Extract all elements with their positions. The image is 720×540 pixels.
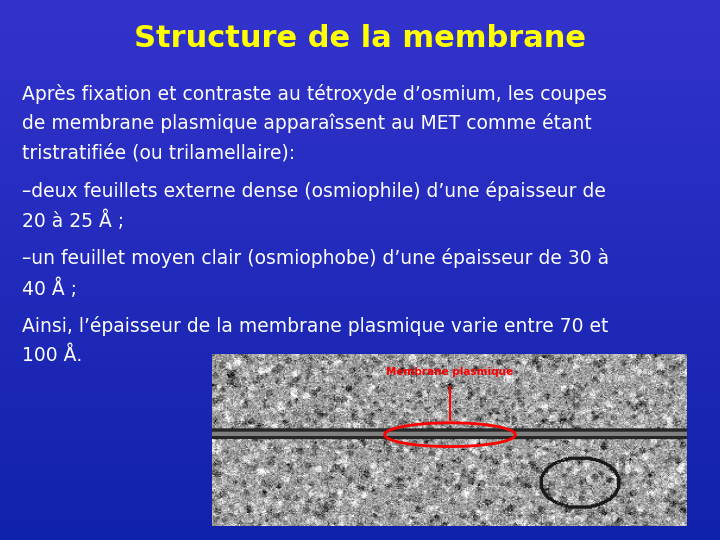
Text: Ainsi, l’épaisseur de la membrane plasmique varie entre 70 et: Ainsi, l’épaisseur de la membrane plasmi… bbox=[22, 316, 608, 336]
Text: 40 Å ;: 40 Å ; bbox=[22, 278, 76, 299]
Text: Membrane plasmique: Membrane plasmique bbox=[387, 367, 513, 377]
Text: de membrane plasmique apparaîssent au MET comme étant: de membrane plasmique apparaîssent au ME… bbox=[22, 113, 591, 133]
Text: –un feuillet moyen clair (osmiophobe) d’une épaisseur de 30 à: –un feuillet moyen clair (osmiophobe) d’… bbox=[22, 248, 608, 268]
Text: Après fixation et contraste au tétroxyde d’osmium, les coupes: Après fixation et contraste au tétroxyde… bbox=[22, 84, 606, 104]
Text: tristratifiée (ou trilamellaire):: tristratifiée (ou trilamellaire): bbox=[22, 143, 294, 162]
Text: –deux feuillets externe dense (osmiophile) d’une épaisseur de: –deux feuillets externe dense (osmiophil… bbox=[22, 181, 606, 201]
Text: Structure de la membrane: Structure de la membrane bbox=[134, 24, 586, 53]
Text: 20 à 25 Å ;: 20 à 25 Å ; bbox=[22, 211, 124, 231]
Text: 100 Å.: 100 Å. bbox=[22, 346, 82, 365]
